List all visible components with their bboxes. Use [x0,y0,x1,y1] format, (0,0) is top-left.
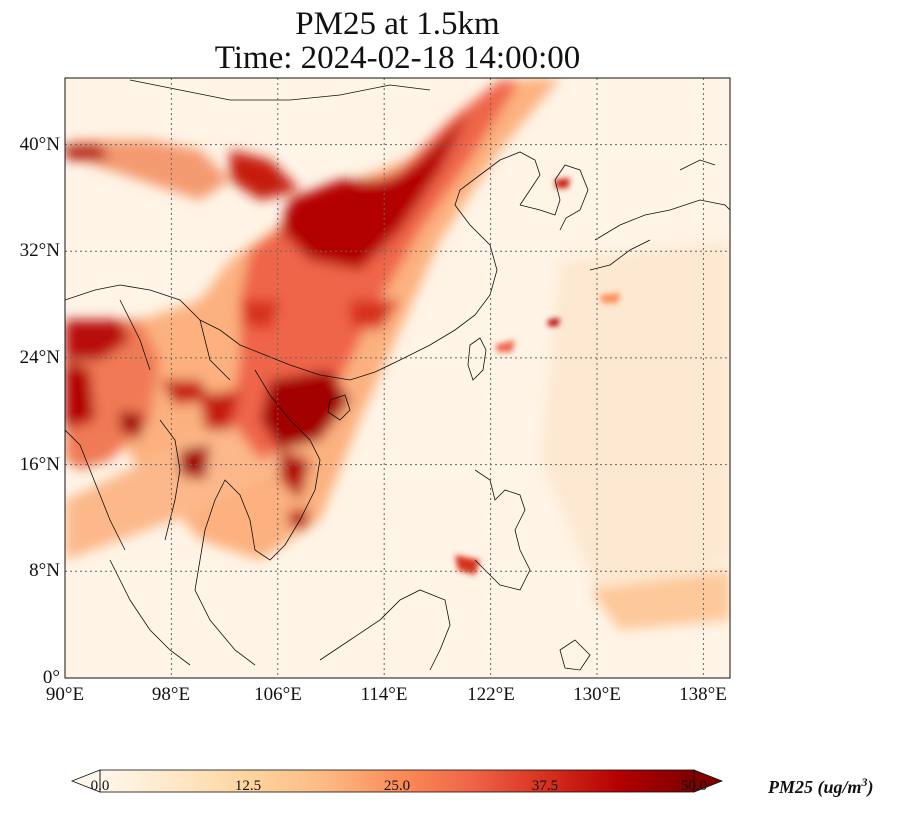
colorbar-tick: 50.0 [680,778,708,794]
colorbar-label: PM25 (ug/m3) [768,775,874,797]
y-tick-label: 32°N [19,240,60,261]
x-tick-label: 114°E [360,684,408,705]
colorbar-gradient [100,770,694,792]
map-title: PM25 at 1.5km [295,6,500,42]
colorbar-tick: 25.0 [383,778,411,794]
map-time-subtitle: Time: 2024-02-18 14:00:00 [214,40,581,76]
x-tick-label: 90°E [45,684,85,705]
colorbar-tick: 0.0 [90,778,110,794]
x-tick-label: 122°E [467,684,515,705]
y-tick-label: 0° [42,667,60,688]
colorbar-tick: 37.5 [531,778,559,794]
y-tick-label: 8°N [29,560,60,581]
x-tick-label: 106°E [254,684,302,705]
map-frame [64,77,731,679]
x-tick-label: 98°E [151,684,191,705]
gridlines [65,78,730,678]
coastlines [65,79,730,671]
x-tick-label: 130°E [573,684,621,705]
colorbar [70,769,724,793]
y-tick-label: 24°N [19,347,60,368]
x-tick-label: 138°E [679,684,727,705]
y-tick-label: 16°N [19,454,60,475]
y-tick-label: 40°N [19,134,60,155]
colorbar-tick: 12.5 [234,778,262,794]
pm25-field [65,78,730,630]
